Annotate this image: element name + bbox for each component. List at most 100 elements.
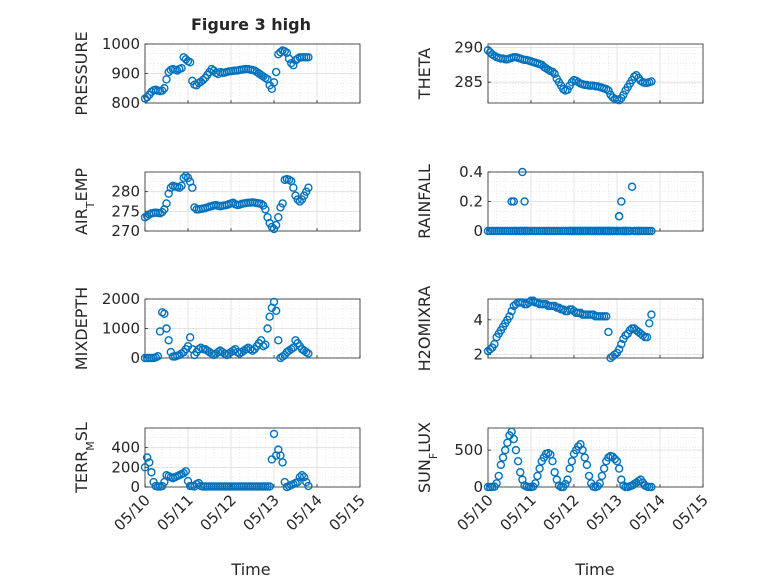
y-axis-label-part: M (84, 441, 97, 451)
data-point (157, 308, 167, 317)
y-tick-label: 290 (454, 38, 483, 56)
x-tick-label: 05/10 (111, 491, 154, 534)
y-tick-label: 0.2 (459, 193, 483, 211)
data-point (621, 331, 630, 340)
data-point (567, 456, 577, 466)
data-point (157, 86, 167, 95)
y-tick-label: 500 (454, 441, 483, 459)
figure-title: Figure 3 high (191, 15, 311, 34)
data-point (188, 183, 197, 192)
subplot-sunflux: 0 500 05/10 05/11 05/12 05/13 05/14 05/15 SUNFLU… (415, 422, 712, 534)
data-point (561, 479, 570, 489)
y-axis-label: THETA (415, 48, 434, 100)
y-axis-label: MIXDEPTH (72, 287, 91, 370)
x-axis-label-right: Time (574, 560, 614, 579)
y-tick-label: 270 (111, 222, 140, 240)
data-point (554, 303, 564, 312)
data-point (185, 58, 195, 67)
data-point (647, 482, 656, 492)
data-point (604, 327, 613, 337)
data-point (289, 61, 298, 70)
y-axis-label-part: SL (72, 422, 91, 441)
x-tick-label: 05/11 (497, 491, 540, 534)
y-tick-label: 4 (473, 311, 483, 329)
x-tick-label: 05/12 (540, 491, 583, 534)
data-point (642, 332, 652, 342)
data-point (280, 47, 289, 56)
data-point (181, 171, 191, 181)
data-point (548, 67, 557, 76)
data-point (608, 452, 617, 461)
data-point (627, 182, 637, 191)
subplot-h2omixra: 2 4 H2OMIXRA (415, 286, 704, 371)
data-point (516, 468, 525, 477)
data-point (177, 63, 186, 73)
y-tick-label: 1000 (102, 320, 140, 338)
y-axis-label-part: TERR (72, 451, 91, 494)
y-axis-label-part: MIXDEPTH (72, 287, 91, 370)
data-point (582, 460, 592, 470)
data-point (295, 472, 304, 482)
data-point (256, 199, 266, 209)
data-point (584, 471, 594, 481)
data-point (494, 471, 503, 481)
data-point (177, 181, 186, 190)
data-point (634, 476, 643, 486)
data-point (647, 77, 656, 86)
y-axis-label-part: F (427, 453, 440, 459)
data-point (274, 336, 283, 345)
y-axis-label-part: T (84, 201, 97, 209)
data-point (509, 197, 518, 206)
x-tick-label: 05/13 (583, 491, 626, 534)
data-point (304, 481, 313, 491)
x-tick-label: 05/15 (326, 491, 369, 534)
data-point (496, 460, 506, 470)
data-point (278, 199, 287, 208)
y-tick-label: 0 (130, 478, 140, 496)
data-point (164, 336, 173, 345)
y-tick-label: 0 (473, 478, 483, 496)
axes-box (144, 171, 361, 232)
data-point (267, 222, 277, 232)
data-point (145, 458, 154, 467)
x-tick-label: 05/14 (626, 491, 669, 534)
data-point (147, 468, 156, 477)
data-point (483, 46, 493, 55)
x-axis-label-left: Time (230, 560, 270, 579)
data-point (544, 448, 553, 458)
data-point (580, 453, 589, 462)
subplot-rainfall: 0 0.2 0.4 RAINFALL (415, 163, 704, 240)
y-tick-label: 900 (111, 65, 140, 83)
data-point (595, 479, 604, 488)
data-point (142, 92, 152, 102)
y-tick-label: 2 (473, 346, 483, 364)
data-point (271, 306, 281, 315)
data-point (179, 469, 188, 478)
plot-area (488, 428, 703, 487)
y-tick-label: 0 (473, 222, 483, 240)
data-point (289, 183, 298, 192)
data-point (610, 454, 620, 464)
data-point (485, 345, 495, 354)
y-tick-label: 800 (111, 94, 140, 112)
y-axis-label-part: SUN (415, 459, 434, 493)
data-point (533, 471, 542, 481)
data-point (614, 345, 624, 354)
y-axis-label: RAINFALL (415, 164, 434, 239)
axes-box (487, 43, 704, 104)
y-tick-label: 400 (111, 439, 140, 457)
data-point (293, 195, 302, 204)
data-point (507, 427, 516, 436)
data-point (563, 85, 572, 95)
y-tick-label: 285 (454, 73, 483, 91)
x-tick-label: 05/11 (154, 491, 197, 534)
data-point (274, 213, 283, 222)
data-point (269, 429, 279, 439)
data-point (509, 434, 518, 444)
data-point (297, 471, 307, 480)
data-point (175, 183, 184, 192)
